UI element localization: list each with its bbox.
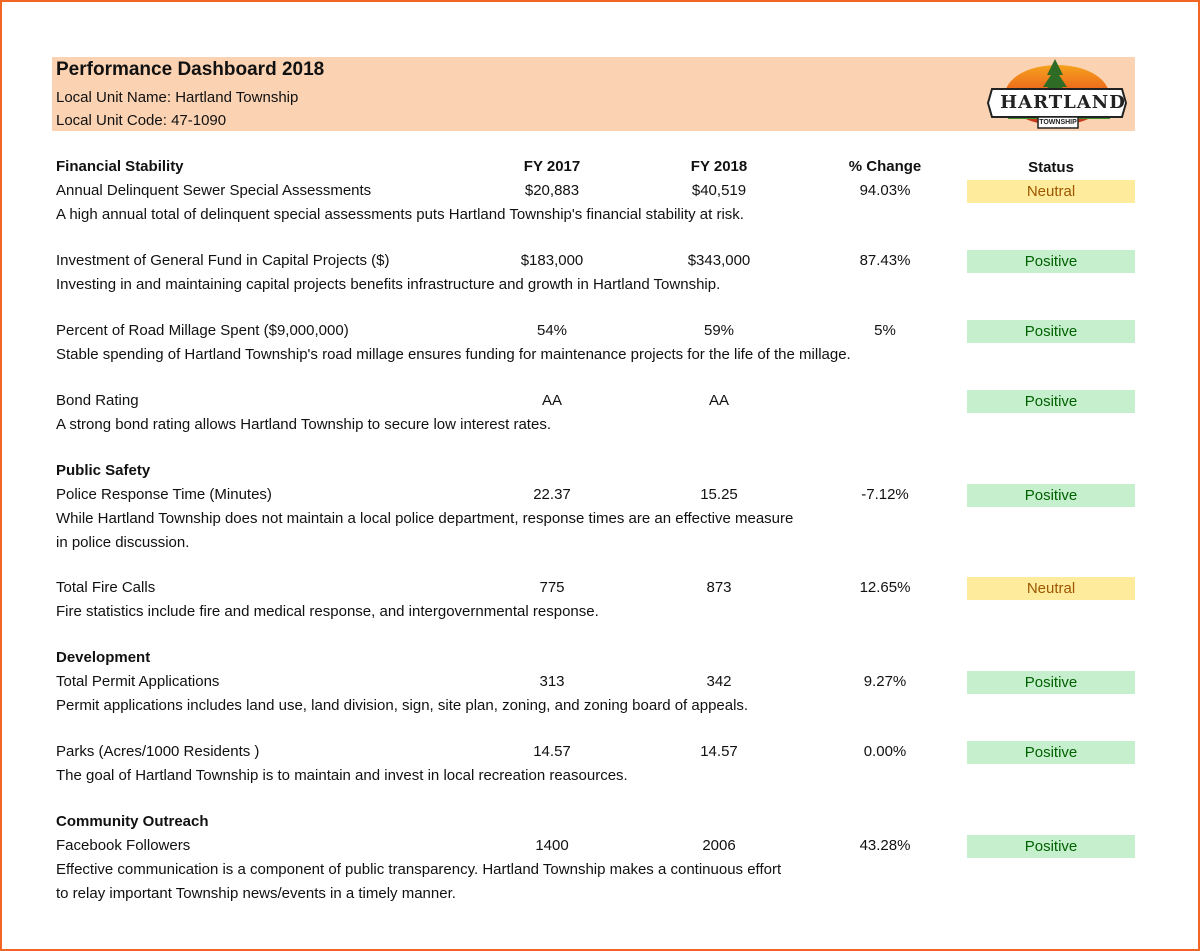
metric-row: Bond Rating AA AA Positive	[0, 390, 1200, 413]
metric-label: Total Permit Applications	[56, 673, 220, 690]
dashboard-header: Performance Dashboard 2018 Local Unit Na…	[52, 57, 1135, 131]
logo-text: HARTLAND	[1000, 92, 1126, 113]
metric-fy2018: 2006	[702, 837, 736, 854]
section-header: Community Outreach	[0, 811, 1200, 833]
description-line: Effective communication is a component o…	[56, 861, 782, 878]
metric-row: Total Permit Applications 313 342 9.27% Posi…	[0, 671, 1200, 694]
description-line: A strong bond rating allows Hartland Tow…	[56, 416, 551, 433]
hartland-township-logo	[986, 59, 1128, 129]
metric-row: Parks (Acres/1000 Residents ) 14.57 14.57 0…	[0, 741, 1200, 764]
metric-change: 0.00%	[863, 743, 907, 760]
metric-description: A strong bond rating allows Hartland Tow…	[56, 413, 551, 437]
description-line: While Hartland Township does not maintai…	[56, 510, 794, 527]
description-line: A high annual total of delinquent specia…	[56, 206, 744, 223]
metric-row: Annual Delinquent Sewer Special Assessme…	[0, 180, 1200, 203]
section-header: Financial Stability FY 2017 FY 2018 % Chang…	[0, 156, 1200, 178]
metric-change: -7.12%	[861, 486, 909, 503]
column-header-fy2018: FY 2018	[690, 158, 748, 175]
metric-description: Fire statistics include fire and medical…	[56, 600, 599, 624]
status-badge: Positive	[967, 671, 1135, 694]
metric-fy2018: 15.25	[700, 486, 738, 503]
metric-label: Facebook Followers	[56, 837, 191, 854]
metric-fy2018: $343,000	[687, 252, 751, 269]
logo-subtext: TOWNSHIP	[1039, 119, 1077, 126]
status-badge: Positive	[967, 484, 1135, 507]
metric-description: While Hartland Township does not maintai…	[56, 507, 793, 554]
metric-description: The goal of Hartland Township is to main…	[56, 764, 628, 788]
status-badge: Positive	[967, 835, 1135, 858]
metric-fy2017: 313	[539, 673, 565, 690]
metric-change: 12.65%	[859, 579, 911, 596]
metric-change: 43.28%	[859, 837, 911, 854]
description-line: The goal of Hartland Township is to main…	[56, 767, 628, 784]
metric-fy2018: 14.57	[700, 743, 738, 760]
description-line: in police discussion.	[56, 533, 190, 551]
metric-row: Facebook Followers 1400 2006 43.28% Positive	[0, 835, 1200, 858]
metric-fy2017: 54%	[536, 322, 568, 339]
metric-label: Total Fire Calls	[56, 579, 156, 596]
metric-description: Stable spending of Hartland Township's r…	[56, 343, 851, 367]
column-header-fy2017: FY 2017	[523, 158, 581, 175]
page-title: Performance Dashboard 2018	[56, 59, 325, 80]
column-header-status: Status	[1028, 159, 1074, 176]
section-header: Public Safety	[0, 460, 1200, 482]
metric-label: Police Response Time (Minutes)	[56, 486, 272, 503]
status-badge: Neutral	[967, 577, 1135, 600]
metric-row: Total Fire Calls 775 873 12.65% Neutral	[0, 577, 1200, 600]
local-unit-name: Local Unit Name: Hartland Township	[56, 89, 299, 106]
status-badge: Positive	[967, 741, 1135, 764]
status-badge: Neutral	[967, 180, 1135, 203]
metric-fy2018: AA	[708, 392, 729, 409]
metric-description: Effective communication is a component o…	[56, 858, 781, 905]
description-line: Permit applications includes land use, l…	[56, 697, 749, 714]
metric-label: Parks (Acres/1000 Residents )	[56, 743, 260, 760]
section-title: Public Safety	[56, 462, 151, 479]
metric-change: 94.03%	[859, 182, 911, 199]
description-line: Fire statistics include fire and medical…	[56, 603, 599, 620]
metric-label: Investment of General Fund in Capital Pr…	[56, 252, 390, 269]
metric-label: Annual Delinquent Sewer Special Assessme…	[56, 182, 372, 199]
metric-description: Investing in and maintaining capital pro…	[56, 273, 720, 297]
metric-description: Permit applications includes land use, l…	[56, 694, 748, 718]
description-line: to relay important Township news/events …	[56, 884, 456, 902]
metric-fy2017: $20,883	[524, 182, 580, 199]
metric-fy2017: 1400	[535, 837, 569, 854]
section-title: Development	[56, 649, 151, 666]
metric-description: A high annual total of delinquent specia…	[56, 203, 744, 227]
metric-fy2018: 873	[706, 579, 732, 596]
status-badge: Positive	[967, 390, 1135, 413]
metric-fy2017: 14.57	[533, 743, 571, 760]
metric-row: Investment of General Fund in Capital Pr…	[0, 250, 1200, 273]
metric-label: Bond Rating	[56, 392, 139, 409]
metric-label: Percent of Road Millage Spent ($9,000,00…	[56, 322, 349, 339]
metric-fy2017: 775	[539, 579, 565, 596]
section-title: Financial Stability	[56, 158, 184, 175]
status-badge: Positive	[967, 250, 1135, 273]
metric-fy2018: 59%	[703, 322, 735, 339]
description-line: Investing in and maintaining capital pro…	[56, 276, 721, 293]
metric-fy2018: $40,519	[691, 182, 747, 199]
metric-change: 5%	[874, 322, 896, 339]
metric-fy2018: 342	[706, 673, 732, 690]
section-title: Community Outreach	[56, 813, 209, 830]
metric-change: 87.43%	[859, 252, 911, 269]
metric-row: Percent of Road Millage Spent ($9,000,00…	[0, 320, 1200, 343]
metric-row: Police Response Time (Minutes) 22.37 15.25…	[0, 484, 1200, 507]
column-header-change: % Change	[848, 158, 922, 175]
metric-change: 9.27%	[863, 673, 907, 690]
local-unit-code: Local Unit Code: 47-1090	[56, 112, 227, 129]
description-line: Stable spending of Hartland Township's r…	[56, 346, 851, 363]
metric-fy2017: $183,000	[520, 252, 584, 269]
metric-fy2017: 22.37	[533, 486, 571, 503]
section-header: Development	[0, 647, 1200, 669]
metric-fy2017: AA	[541, 392, 562, 409]
status-badge: Positive	[967, 320, 1135, 343]
